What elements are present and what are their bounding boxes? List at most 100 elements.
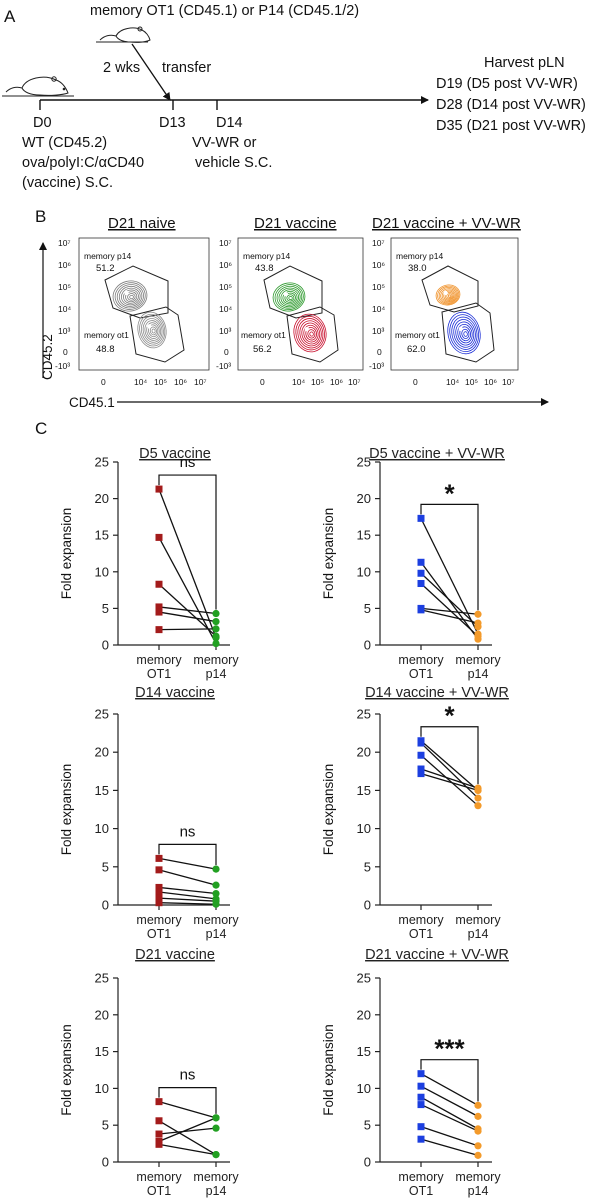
y-tick-label: 25 [95,971,109,986]
ot1-point [155,485,163,493]
pair-line [158,897,217,902]
gate-label-upper: memory p14 [84,251,132,261]
ot1-point [417,606,425,614]
flow-ytick: 10³ [219,326,231,336]
contour-ring [274,284,304,311]
y-tick-label: 25 [95,707,109,722]
p14-point [212,625,220,633]
contour-ring [437,285,460,305]
contour-ring [278,287,301,308]
y-tick-label: 10 [357,1081,371,1096]
significance-label: *** [434,1034,465,1064]
ot1-point [155,866,163,874]
y-axis-label: Fold expansion [59,764,74,856]
ot1-point [417,1123,425,1131]
contour-ring [148,324,159,338]
p14-point [212,865,220,873]
ot1-point [155,603,163,611]
category-label: memory [455,653,501,667]
pair-line [420,572,479,628]
significance-bracket [420,503,479,611]
category-label: memory [193,653,239,667]
gate-value-lower: 56.2 [253,344,272,355]
contour-ring [139,313,166,347]
pair-line [158,1101,217,1119]
contour-ring [301,322,321,345]
ot1-point [155,626,163,634]
significance-label: * [444,478,455,508]
pair-line [158,1127,217,1135]
ot1-point [417,558,425,566]
ot1-point [155,894,163,902]
flow-xtick: 10⁶ [484,377,497,387]
gate-ot1 [441,302,495,363]
chart-5: D21 vaccine Fold expansion 0 5 10 15 20 25 memor… [59,947,239,1198]
y-tick-label: 10 [95,1081,109,1096]
y-tick-label: 25 [357,455,371,470]
panel-c-letter: C [35,419,47,438]
contour-ring [449,314,480,353]
y-tick-label: 20 [95,1007,109,1022]
recipient-mouse-icon [2,76,74,97]
panel-c: C D5 vaccine Fold expansion 0 5 10 15 20 25 memo… [35,419,509,1198]
y-tick-label: 15 [95,1044,109,1059]
flow-ytick: 10⁷ [58,238,71,248]
y-tick-label: 0 [364,1155,371,1170]
pair-line [158,857,217,870]
flow-xtick: 10⁴ [134,377,147,387]
flow-xtick: 0 [260,377,265,387]
p14-point [212,632,220,640]
flow-yticks-3: 10⁷ 10⁶ 10⁵ 10⁴ 10³ 0 -10³ [369,238,385,371]
ot1-point [417,569,425,577]
harvest-line-3: D28 (D14 post VV-WR) [436,97,586,113]
flow-ytick: 0 [377,347,382,357]
contour-lower [447,311,481,355]
contour-ring [435,284,461,306]
category-label: OT1 [409,667,433,681]
contour-ring [140,315,164,345]
pair-line [420,1085,479,1117]
flow-ytick: 10³ [58,326,70,336]
y-tick-label: 10 [357,821,371,836]
pair-line [420,1126,479,1147]
y-axis-label: Fold expansion [321,764,336,856]
pair-line [158,628,217,631]
panel-b: B CD45.2 CD45.1 D21 naive memory p14 51.… [35,207,549,410]
contour-ring [297,318,324,349]
flow-ytick: -10³ [55,361,70,371]
contour-core [458,326,463,331]
p14-point [474,619,482,627]
contour-ring [125,291,138,303]
contour-ring [447,311,481,355]
contour-ring [286,294,295,302]
category-label: memory [193,913,239,927]
contour-ring [127,293,136,301]
pair-line [420,742,479,799]
y-tick-label: 0 [102,638,109,653]
ot1-point [155,854,163,862]
y-axis-label: Fold expansion [59,508,74,600]
contour-ring [288,296,293,300]
gate-label-upper: memory p14 [243,251,291,261]
gate-label-lower: memory ot1 [241,330,286,340]
chart-title: D21 vaccine + VV-WR [365,947,509,963]
y-axis-label: Fold expansion [321,508,336,600]
cd45-2-axis-label: CD45.2 [40,334,55,380]
harvest-line-1: Harvest pLN [484,55,565,71]
contour-core [147,324,152,329]
y-tick-label: 25 [357,971,371,986]
flow-xtick: 10⁷ [502,377,515,387]
significance-bracket [158,474,217,610]
flow-yticks-2: 10⁷ 10⁶ 10⁵ 10⁴ 10³ 0 -10³ [216,238,232,371]
p14-point [212,881,220,889]
flow-ytick: 10³ [372,326,384,336]
contour-ring [282,290,298,305]
chart-6: D21 vaccine + VV-WR Fold expansion 0 5 10 15 2… [321,947,509,1198]
category-label: memory [136,913,182,927]
category-label: memory [398,913,444,927]
transfer-label: transfer [162,60,211,76]
pair-line [158,1143,217,1156]
y-tick-label: 10 [357,564,371,579]
contour-ring [120,287,141,306]
contour-ring [309,331,314,337]
